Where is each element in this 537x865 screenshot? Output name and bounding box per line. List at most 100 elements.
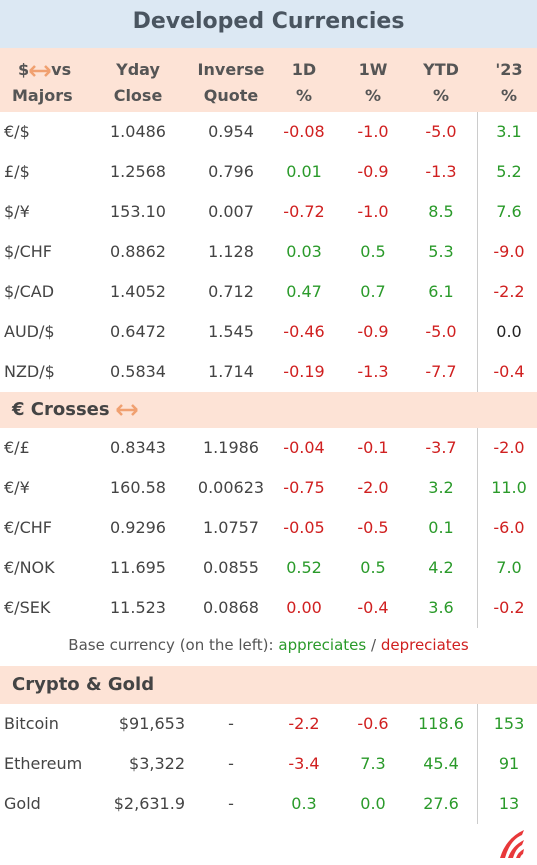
cell-value: 7.6 <box>496 202 522 221</box>
cell-value: 27.6 <box>423 794 459 813</box>
header-text: Majors <box>12 86 73 105</box>
cell-value: 0.47 <box>286 282 322 301</box>
cell-value: 0.712 <box>208 282 254 301</box>
section-title: € Crosses <box>12 399 138 420</box>
cell-value: -0.9 <box>357 162 389 181</box>
cell-value: 1.4052 <box>110 282 166 301</box>
cell-value: -0.4 <box>357 598 389 617</box>
cell-value: 0.52 <box>286 558 322 577</box>
header-text: 1W <box>358 60 388 79</box>
note-up: appreciates <box>278 636 367 654</box>
separator <box>477 112 478 392</box>
cell-value: 45.4 <box>423 754 459 773</box>
cell-value: 13 <box>498 794 520 813</box>
header-text: '23 <box>495 60 523 79</box>
cell-value: 7.0 <box>496 558 522 577</box>
cell-value: -0.9 <box>357 322 389 341</box>
cell-value: 91 <box>498 754 520 773</box>
cell-value: 0.3 <box>291 794 317 813</box>
cell-value: -0.04 <box>283 438 325 457</box>
cell-value: 0.5 <box>360 242 386 261</box>
row-label: Bitcoin <box>4 714 59 733</box>
cell-value: 5.2 <box>496 162 522 181</box>
cell-value: -9.0 <box>493 242 525 261</box>
cell-value: -7.7 <box>425 362 457 381</box>
cell-value: -3.4 <box>288 754 320 773</box>
cell-value: $91,653 <box>118 714 185 733</box>
cell-value: 3.1 <box>496 122 522 141</box>
cell-value: -0.4 <box>493 362 525 381</box>
cell-value: -0.46 <box>283 322 325 341</box>
cell-value: 5.3 <box>428 242 454 261</box>
separator <box>477 704 478 824</box>
row-label: €/$ <box>4 122 30 141</box>
cell-value: 11.0 <box>491 478 527 497</box>
cell-value: 11.695 <box>110 558 166 577</box>
cell-value: -0.19 <box>283 362 325 381</box>
cell-value: $2,631.9 <box>113 794 185 813</box>
cell-value: 0.5 <box>360 558 386 577</box>
cell-value: 7.3 <box>360 754 386 773</box>
section-title: Crypto & Gold <box>12 674 155 695</box>
cell-value: -0.72 <box>283 202 325 221</box>
row-label: €/¥ <box>4 478 30 497</box>
cell-value: 3.2 <box>428 478 454 497</box>
note-text: Base currency (on the left): <box>68 636 274 654</box>
cell-value: -2.0 <box>493 438 525 457</box>
arrow-icon <box>115 404 138 416</box>
header-text: Inverse <box>197 60 265 79</box>
cell-value: 153 <box>493 714 525 733</box>
header-text: Yday <box>116 60 160 79</box>
cell-value: -1.3 <box>357 362 389 381</box>
cell-value: -6.0 <box>493 518 525 537</box>
cell-value: - <box>228 714 234 733</box>
cell-value: - <box>228 794 234 813</box>
cell-value: 118.6 <box>418 714 464 733</box>
cell-value: 0.5834 <box>110 362 166 381</box>
cell-value: 0.9296 <box>110 518 166 537</box>
cell-value: $3,322 <box>129 754 185 773</box>
cell-value: 0.0855 <box>203 558 259 577</box>
note-sep: / <box>371 636 377 654</box>
header-text: $ <box>18 60 30 79</box>
section-bar <box>0 392 537 428</box>
logo <box>500 830 524 858</box>
header-bar <box>0 48 537 112</box>
row-label: $/CHF <box>4 242 52 261</box>
cell-value: 160.58 <box>110 478 166 497</box>
header-text: % <box>432 86 450 105</box>
row-label: £/$ <box>4 162 30 181</box>
separator <box>477 428 478 628</box>
cell-value: -2.2 <box>288 714 320 733</box>
cell-value: -0.2 <box>493 598 525 617</box>
cell-value: 0.796 <box>208 162 254 181</box>
cell-value: -5.0 <box>425 322 457 341</box>
row-label: €/SEK <box>4 598 51 617</box>
arrow-icon <box>29 64 52 77</box>
cell-value: 0.0868 <box>203 598 259 617</box>
header-text: Close <box>113 86 163 105</box>
cell-value: 1.714 <box>208 362 254 381</box>
header-text: vs <box>51 60 72 79</box>
cell-value: 0.01 <box>286 162 322 181</box>
cell-value: 3.6 <box>428 598 454 617</box>
row-label: $/CAD <box>4 282 55 301</box>
cell-value: 0.0 <box>360 794 386 813</box>
note-down: depreciates <box>380 636 469 654</box>
row-label: €/CHF <box>4 518 52 537</box>
header-text: YTD <box>423 60 459 79</box>
cell-value: 0.03 <box>286 242 322 261</box>
cell-value: 0.6472 <box>110 322 166 341</box>
row-label: Gold <box>4 794 41 813</box>
cell-value: -0.75 <box>283 478 325 497</box>
cell-value: 1.545 <box>208 322 254 341</box>
cell-value: -0.08 <box>283 122 325 141</box>
header-text: % <box>500 86 518 105</box>
cell-value: -2.0 <box>357 478 389 497</box>
title-bar <box>0 0 537 48</box>
cell-value: 0.00623 <box>197 478 265 497</box>
cell-value: 6.1 <box>428 282 454 301</box>
cell-value: 1.0486 <box>110 122 166 141</box>
header-first: $ vs <box>18 58 71 82</box>
cell-value: -1.0 <box>357 202 389 221</box>
